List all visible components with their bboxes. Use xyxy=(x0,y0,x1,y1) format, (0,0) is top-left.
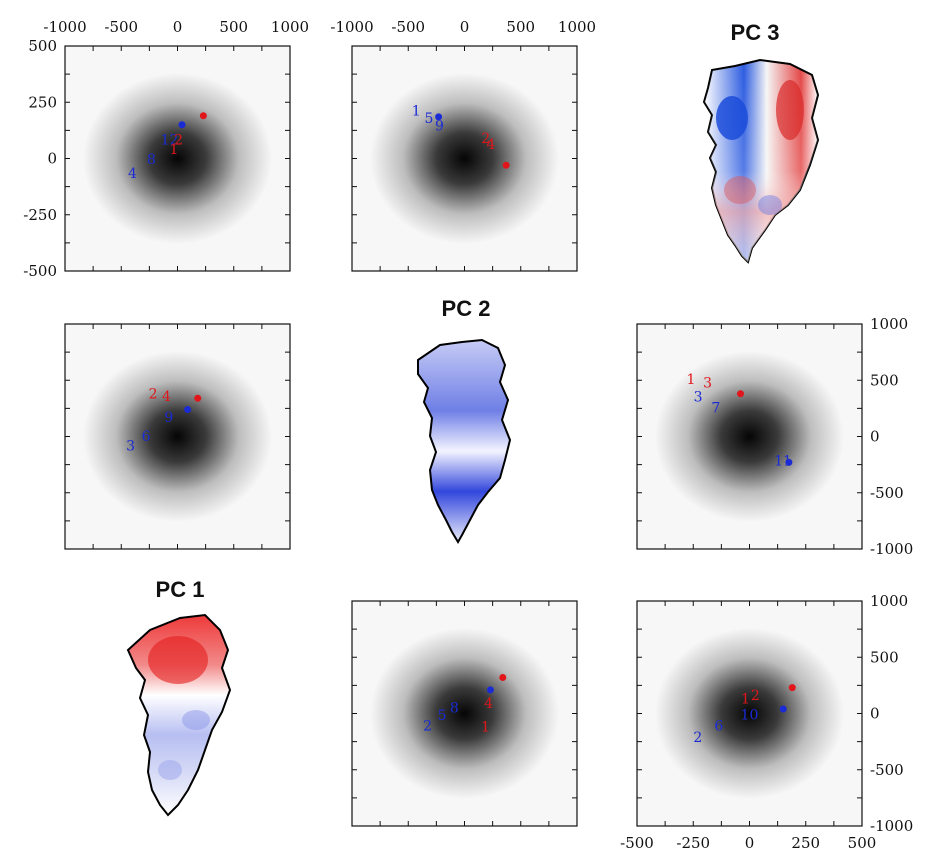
y-tick-label: 500 xyxy=(870,648,899,666)
red-mode-point xyxy=(737,390,744,398)
density-blob xyxy=(370,628,559,799)
density-blob xyxy=(655,628,844,799)
density-blob xyxy=(83,351,272,522)
blue-contour-label: 8 xyxy=(147,152,156,168)
blue-mode-point xyxy=(779,705,787,713)
blue-contour-label: 10 xyxy=(741,707,759,723)
x-tick-label: -250 xyxy=(676,834,710,852)
y-tick-label: -1000 xyxy=(870,817,913,835)
red-contour-label: 1 xyxy=(741,692,750,708)
x-tick-label: 0 xyxy=(460,18,470,36)
blue-contour-label: 2 xyxy=(423,718,432,734)
pc3-greenland-map xyxy=(702,58,820,264)
red-mode-point xyxy=(194,394,202,402)
pc2-title: PC 2 xyxy=(442,296,491,321)
x-tick-label: 500 xyxy=(848,834,877,852)
x-tick-label: 0 xyxy=(745,834,755,852)
blue-contour-label: 6 xyxy=(714,719,723,735)
red-contour-label: 1 xyxy=(687,372,696,388)
blue-contour-label: 7 xyxy=(711,400,720,416)
y-tick-label: -500 xyxy=(870,484,904,502)
x-tick-label: 500 xyxy=(219,18,248,36)
red-contour-label: 2 xyxy=(149,386,158,402)
y-tick-label: -250 xyxy=(23,206,57,224)
x-tick-label: 1000 xyxy=(558,18,596,36)
red-contour-label: 2 xyxy=(481,131,490,147)
pc2-greenland-map xyxy=(417,338,512,544)
y-tick-label: 1000 xyxy=(870,315,908,333)
red-mode-point xyxy=(499,674,507,681)
x-tick-label: 1000 xyxy=(271,18,309,36)
blue-mode-point xyxy=(178,121,186,129)
blue-contour-label: 9 xyxy=(164,410,173,426)
y-tick-label: 0 xyxy=(870,428,880,446)
blue-mode-point xyxy=(785,458,793,466)
x-tick-label: -500 xyxy=(620,834,654,852)
pc1-title: PC 1 xyxy=(156,577,205,602)
blue-contour-label: 5 xyxy=(424,111,433,127)
blue-contour-label: 2 xyxy=(693,730,702,746)
blue-contour-label: 1 xyxy=(412,103,421,119)
red-contour-label: 2 xyxy=(174,133,183,149)
red-mode-point xyxy=(502,161,510,169)
blue-contour-label: 6 xyxy=(142,429,151,445)
density-blob xyxy=(370,73,559,244)
blue-contour-label: 12 xyxy=(161,132,179,148)
x-tick-label: -1000 xyxy=(43,18,86,36)
panel-row3-col2: 25 8 1 4 xyxy=(351,600,578,827)
y-tick-label: -500 xyxy=(870,761,904,779)
x-tick-label: 500 xyxy=(506,18,535,36)
blue-mode-point xyxy=(184,406,192,413)
y-tick-label: -500 xyxy=(23,262,57,280)
y-tick-label: 500 xyxy=(28,37,57,55)
y-tick-label: -1000 xyxy=(870,540,913,558)
red-contour-label: 1 xyxy=(481,720,490,736)
x-tick-label: -500 xyxy=(391,18,425,36)
y-tick-label: 1000 xyxy=(870,592,908,610)
x-tick-label: 250 xyxy=(791,834,820,852)
x-tick-label: 0 xyxy=(173,18,183,36)
red-contour-label: 4 xyxy=(486,137,495,153)
red-contour-label: 1 xyxy=(170,142,179,158)
x-tick-label: -500 xyxy=(104,18,138,36)
panel-row1-col2: 1 5 9 24 -1000 -500 0 500 1000 xyxy=(330,18,596,272)
red-contour-label: 3 xyxy=(703,376,712,392)
blue-contour-label: 8 xyxy=(450,701,459,717)
density-blob xyxy=(83,73,272,244)
blue-contour-label: 5 xyxy=(438,708,447,724)
y-tick-label: 0 xyxy=(47,150,57,168)
blue-contour-label: 4 xyxy=(128,166,137,182)
blue-contour-label: 3 xyxy=(694,390,703,406)
y-tick-label: 500 xyxy=(870,371,899,389)
y-tick-label: 250 xyxy=(28,93,57,111)
blue-contour-label: 3 xyxy=(126,438,135,454)
blue-contour-label: 9 xyxy=(435,119,444,135)
blue-mode-point xyxy=(435,113,443,121)
red-mode-point xyxy=(199,112,207,120)
red-contour-label: 4 xyxy=(162,389,171,405)
y-tick-label: 0 xyxy=(870,705,880,723)
density-blob xyxy=(655,351,844,522)
red-contour-label: 2 xyxy=(751,688,760,704)
x-tick-label: -1000 xyxy=(330,18,373,36)
red-mode-point xyxy=(788,684,796,692)
pc3-title: PC 3 xyxy=(731,20,780,45)
pc1-greenland-map xyxy=(126,613,232,817)
red-contour-label: 4 xyxy=(484,696,493,712)
blue-mode-point xyxy=(486,686,494,694)
